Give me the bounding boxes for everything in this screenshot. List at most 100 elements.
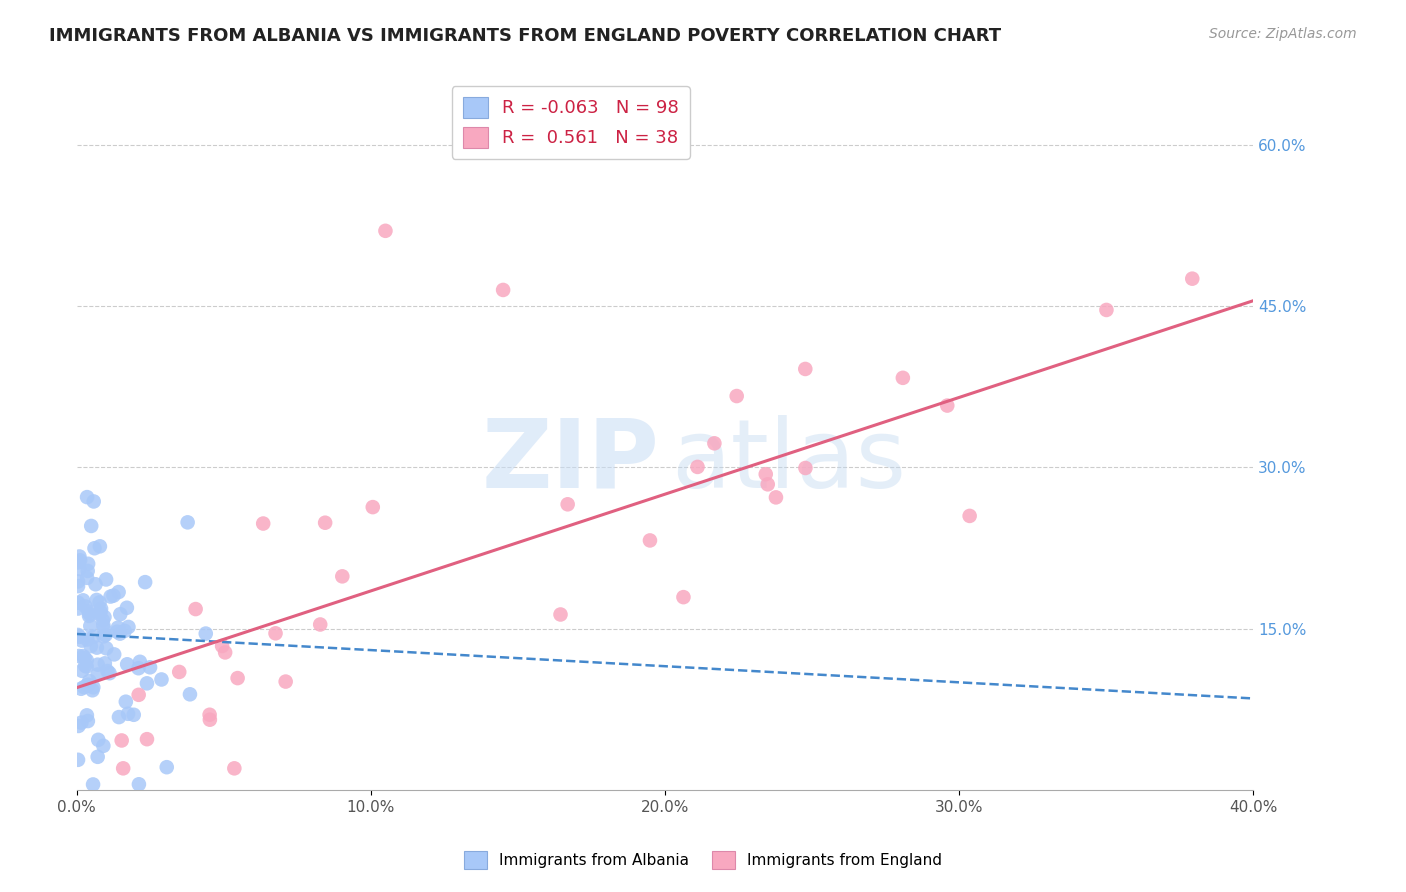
Point (959, 508, 981, 523)
Point (66, 601, 89, 615)
Point (114, 624, 136, 638)
Point (122, 707, 145, 722)
Point (76, 714, 98, 728)
Text: atlas: atlas (671, 415, 905, 508)
Point (127, 661, 149, 675)
Point (66, 574, 89, 589)
Point (794, 362, 817, 376)
Point (755, 467, 778, 482)
Point (72, 648, 94, 663)
Point (94, 628, 117, 642)
Point (108, 626, 131, 640)
Point (98, 666, 121, 681)
Point (309, 617, 332, 632)
Point (936, 399, 959, 413)
Point (224, 761, 246, 775)
Point (77, 605, 100, 619)
Point (87, 607, 110, 621)
Point (76, 564, 98, 578)
Point (703, 436, 725, 450)
Point (117, 706, 139, 721)
Point (73, 680, 96, 694)
Point (69, 549, 91, 564)
Point (77, 557, 100, 571)
Point (66, 555, 89, 569)
Point (70, 681, 93, 696)
Text: IMMIGRANTS FROM ALBANIA VS IMMIGRANTS FROM ENGLAND POVERTY CORRELATION CHART: IMMIGRANTS FROM ALBANIA VS IMMIGRANTS FR… (49, 27, 1001, 45)
Point (87, 732, 110, 747)
Point (90, 605, 112, 619)
Legend: R = -0.063   N = 98, R =  0.561   N = 38: R = -0.063 N = 98, R = 0.561 N = 38 (451, 87, 690, 159)
Point (79, 619, 101, 633)
Point (1181, 271, 1204, 285)
Point (103, 648, 125, 662)
Point (105, 624, 128, 639)
Point (72, 593, 94, 607)
Point (79, 607, 101, 621)
Point (93, 739, 115, 753)
Point (87, 657, 110, 672)
Point (76, 490, 98, 504)
Point (107, 585, 129, 599)
Point (93, 629, 115, 643)
Point (134, 575, 156, 590)
Point (83, 541, 105, 556)
Point (86, 593, 108, 607)
Point (725, 389, 748, 403)
Point (76, 653, 98, 667)
Point (82, 680, 104, 694)
Point (110, 607, 132, 622)
Point (67, 630, 90, 644)
Point (83, 630, 105, 644)
Point (264, 626, 287, 640)
Point (112, 761, 135, 775)
Point (361, 500, 384, 515)
Point (686, 459, 709, 474)
Point (76, 678, 98, 692)
Point (184, 602, 207, 616)
Point (80, 639, 103, 653)
Point (84, 577, 107, 591)
Point (76, 659, 98, 673)
Point (198, 707, 221, 722)
Point (115, 600, 138, 615)
Point (69, 553, 91, 567)
Point (756, 477, 779, 491)
Point (77, 608, 100, 623)
Point (93, 610, 115, 624)
Point (66, 596, 89, 610)
Point (108, 710, 131, 724)
Legend: Immigrants from Albania, Immigrants from England: Immigrants from Albania, Immigrants from… (458, 845, 948, 875)
Point (93, 622, 115, 636)
Point (90, 601, 112, 615)
Point (198, 713, 221, 727)
Point (76, 632, 98, 647)
Point (638, 533, 661, 548)
Point (176, 516, 198, 530)
Point (252, 516, 274, 531)
Text: Source: ZipAtlas.com: Source: ZipAtlas.com (1209, 27, 1357, 41)
Point (492, 283, 515, 297)
Point (330, 569, 353, 583)
Point (70, 715, 93, 730)
Point (77, 678, 100, 692)
Point (91, 618, 114, 632)
Point (136, 732, 159, 747)
Point (75, 599, 97, 614)
Point (550, 607, 572, 622)
Point (794, 461, 817, 475)
Point (94, 657, 117, 671)
Point (100, 590, 122, 604)
Point (136, 676, 159, 690)
Point (128, 688, 150, 702)
Point (80, 519, 103, 533)
Point (79, 673, 101, 688)
Point (73, 651, 96, 665)
Point (156, 760, 179, 774)
Point (76, 708, 98, 723)
Point (89, 539, 111, 553)
Point (67, 562, 90, 576)
Point (129, 655, 152, 669)
Point (557, 497, 579, 511)
Point (91, 613, 114, 627)
